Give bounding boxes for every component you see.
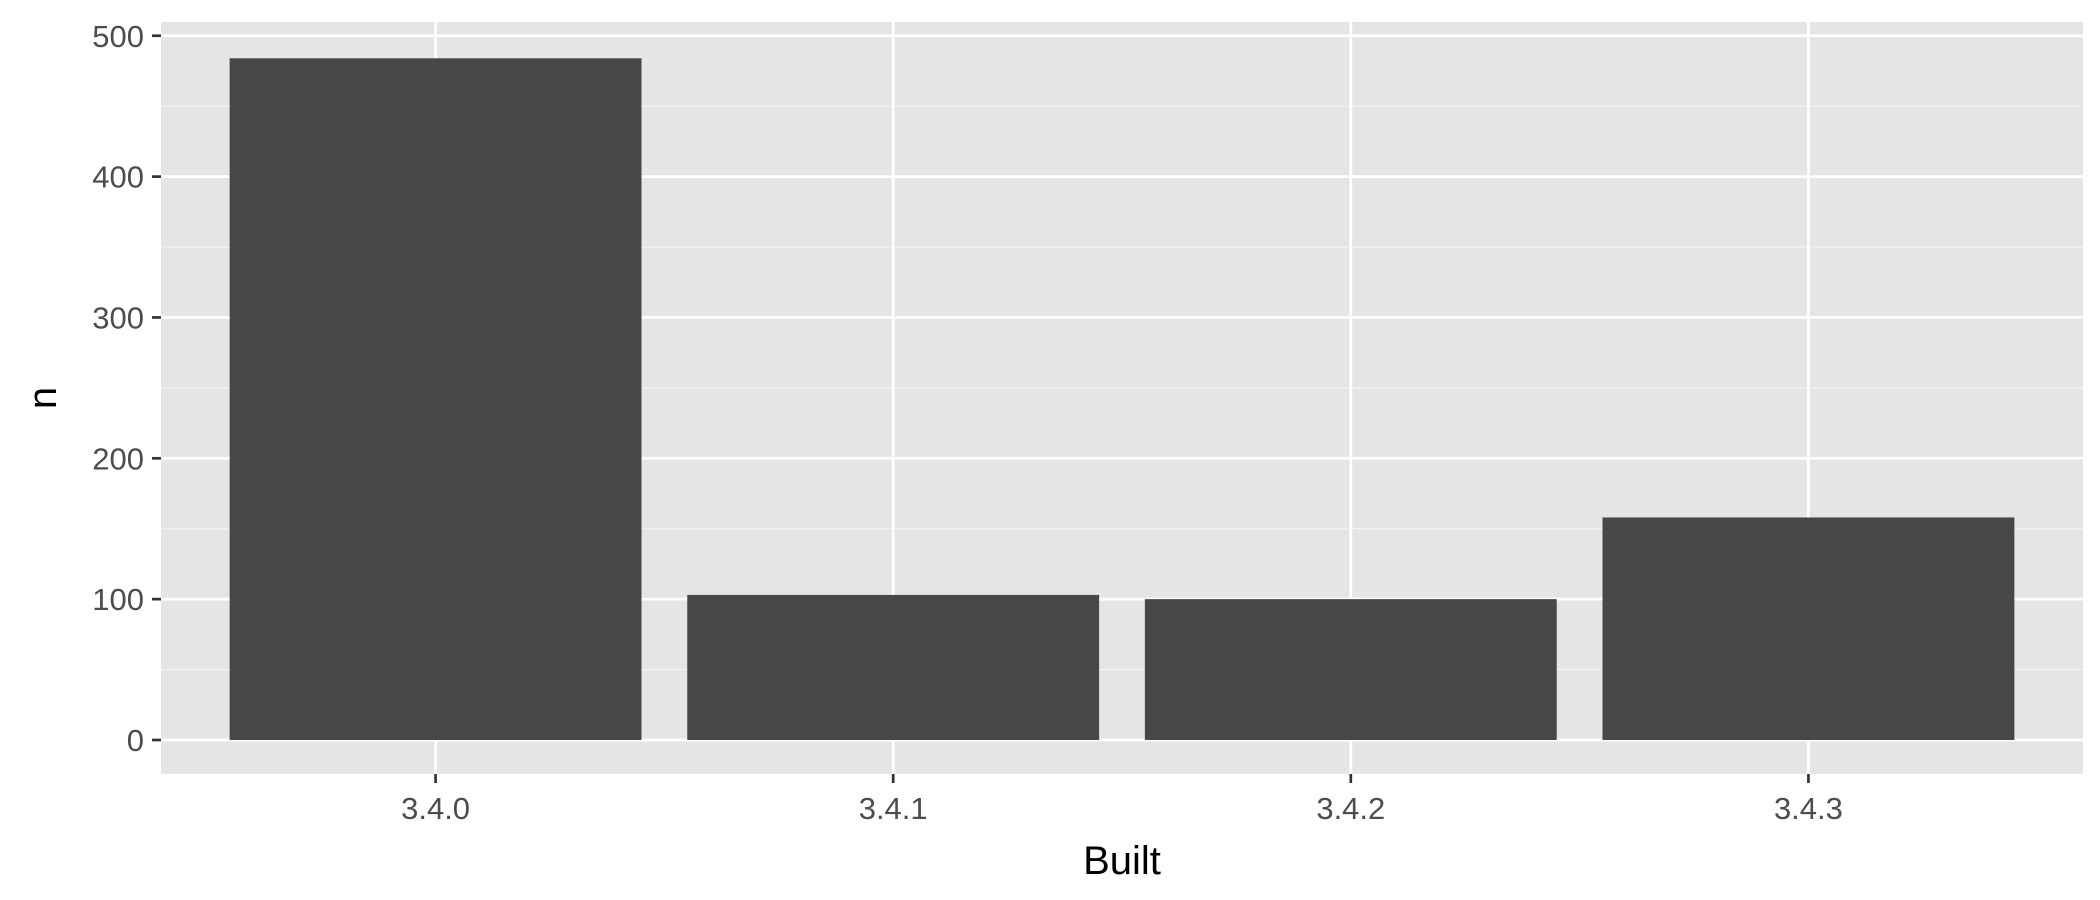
x-axis: 3.4.0 3.4.1 3.4.2 3.4.3 (401, 774, 1843, 826)
y-tick-label: 0 (127, 723, 144, 758)
y-tick-label: 500 (92, 19, 144, 54)
bars-group (229, 58, 2015, 740)
bar-3-4-0 (229, 58, 642, 740)
x-tick-label: 3.4.3 (1774, 791, 1843, 826)
bar-3-4-2 (1144, 599, 1557, 740)
bar-3-4-3 (1602, 517, 2015, 740)
y-tick-label: 200 (92, 441, 144, 476)
y-tick-label: 400 (92, 160, 144, 195)
x-tick-label: 3.4.0 (401, 791, 470, 826)
y-tick-label: 300 (92, 300, 144, 335)
bar-3-4-1 (687, 594, 1100, 740)
y-axis: 0 100 200 300 400 500 (92, 19, 161, 758)
x-tick-label: 3.4.1 (859, 791, 928, 826)
y-axis-title: n (21, 387, 65, 409)
y-tick-label: 100 (92, 582, 144, 617)
x-axis-title: Built (1083, 839, 1161, 883)
x-tick-label: 3.4.2 (1316, 791, 1385, 826)
